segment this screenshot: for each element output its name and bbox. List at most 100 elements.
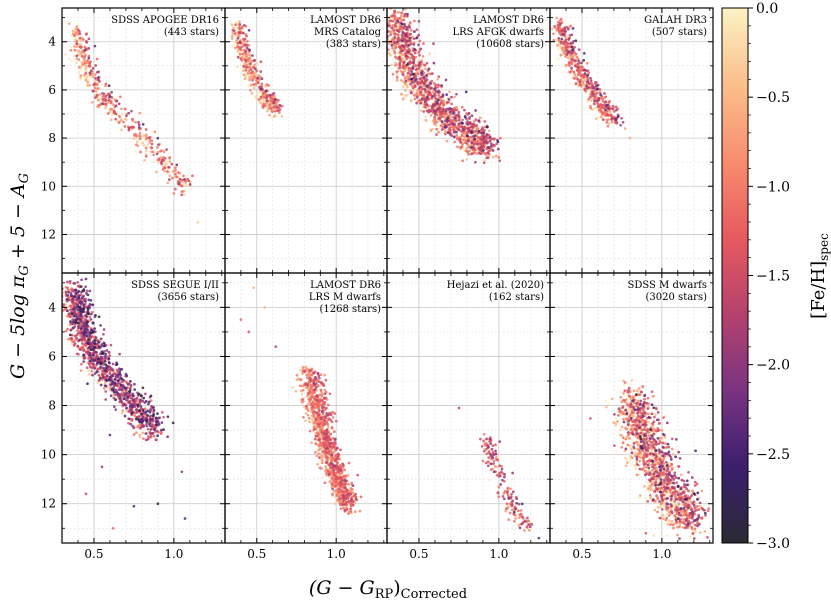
- data-point: [104, 366, 108, 370]
- data-point: [334, 419, 338, 423]
- data-point: [130, 109, 133, 113]
- data-point: [137, 121, 140, 124]
- data-point: [465, 157, 469, 161]
- data-point: [312, 391, 316, 395]
- data-point: [124, 403, 128, 407]
- data-point: [569, 70, 572, 74]
- panel-grid-8: [550, 273, 713, 543]
- data-point: [353, 510, 357, 514]
- data-point: [483, 129, 486, 132]
- data-point: [91, 373, 94, 377]
- data-point: [241, 31, 245, 35]
- data-point: [234, 23, 237, 26]
- data-point: [79, 285, 83, 288]
- data-point: [143, 159, 146, 162]
- data-point: [567, 49, 570, 53]
- data-point: [496, 147, 500, 151]
- data-point: [404, 54, 408, 58]
- data-point: [272, 115, 276, 118]
- data-point: [560, 21, 563, 24]
- data-point: [347, 482, 350, 486]
- data-point: [136, 139, 139, 143]
- data-point: [109, 343, 113, 347]
- data-point: [583, 68, 587, 72]
- data-point: [601, 118, 605, 121]
- data-point: [133, 388, 137, 391]
- data-point: [594, 92, 597, 96]
- data-point: [440, 128, 444, 131]
- data-point: [103, 359, 107, 363]
- data-point: [442, 103, 446, 107]
- data-point: [483, 159, 487, 162]
- data-point: [429, 87, 433, 90]
- data-point: [108, 354, 112, 357]
- data-point: [87, 342, 90, 346]
- data-point: [139, 150, 142, 154]
- data-point: [394, 32, 397, 36]
- data-point: [106, 112, 110, 115]
- data-point: [452, 128, 456, 132]
- data-point: [610, 120, 614, 124]
- data-point: [88, 302, 92, 306]
- data-point: [556, 47, 560, 51]
- data-point: [483, 152, 487, 155]
- data-point: [238, 27, 242, 30]
- data-point: [111, 388, 115, 392]
- panel-points-2: [228, 20, 284, 120]
- data-point: [392, 28, 396, 32]
- data-point: [410, 77, 414, 81]
- data-point: [116, 373, 119, 376]
- data-point: [494, 154, 498, 158]
- data-point: [401, 85, 405, 89]
- data-point: [423, 63, 426, 67]
- data-point: [182, 193, 186, 196]
- data-point: [337, 498, 340, 501]
- data-point: [153, 427, 156, 431]
- data-point: [576, 62, 580, 66]
- data-point: [228, 56, 232, 60]
- data-point: [346, 495, 350, 498]
- data-point: [561, 32, 565, 36]
- data-point: [467, 112, 471, 115]
- data-point: [67, 312, 71, 316]
- data-point: [245, 66, 248, 69]
- data-point: [418, 98, 422, 102]
- data-point: [80, 338, 84, 342]
- data-point: [315, 417, 318, 421]
- data-point: [265, 95, 269, 98]
- data-point: [319, 426, 322, 429]
- data-point: [75, 39, 79, 43]
- data-point: [100, 465, 104, 469]
- data-point: [325, 420, 329, 424]
- data-point: [95, 354, 99, 357]
- data-point: [90, 369, 94, 373]
- data-point: [81, 342, 84, 345]
- data-point: [135, 397, 139, 400]
- data-point: [416, 80, 419, 84]
- data-point: [408, 26, 411, 29]
- data-point: [568, 82, 572, 85]
- data-point: [391, 19, 395, 23]
- data-point: [102, 328, 106, 331]
- data-point: [406, 50, 410, 54]
- data-point: [188, 182, 192, 186]
- data-point: [152, 160, 156, 163]
- data-point: [592, 102, 596, 106]
- data-point: [79, 320, 83, 323]
- data-point: [113, 377, 117, 381]
- data-point: [141, 399, 145, 403]
- data-point: [147, 136, 151, 140]
- data-point: [161, 158, 164, 162]
- data-point: [111, 381, 115, 384]
- data-point: [486, 136, 490, 140]
- data-point: [455, 130, 458, 134]
- data-point: [94, 90, 98, 94]
- data-point: [472, 151, 476, 155]
- data-point: [412, 93, 416, 97]
- data-point: [465, 112, 468, 115]
- data-point: [306, 413, 310, 417]
- data-point: [251, 78, 254, 82]
- data-point: [610, 117, 614, 120]
- data-point: [295, 373, 299, 377]
- data-point: [87, 78, 91, 82]
